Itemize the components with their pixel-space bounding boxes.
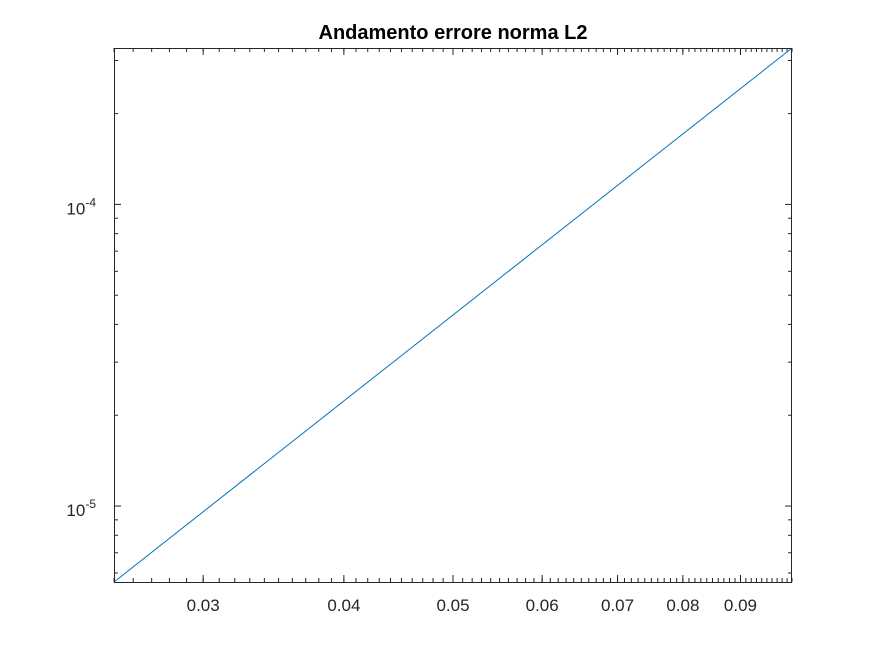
x-tick-label: 0.03 (187, 596, 220, 615)
chart-title: Andamento errore norma L2 (319, 22, 588, 44)
x-tick-label: 0.04 (327, 596, 360, 615)
series-layer (113, 47, 793, 583)
x-tick-label: 0.09 (724, 596, 757, 615)
series-line-0 (113, 47, 793, 583)
axes-box (114, 48, 792, 583)
x-tick-label: 0.06 (526, 596, 559, 615)
y-tick-label: 10-5 (66, 497, 96, 520)
y-tick-label: 10-4 (66, 195, 96, 218)
x-tick-label: 0.05 (436, 596, 469, 615)
x-tick-labels: 0.03 0.04 0.05 0.06 0.07 0.08 0.09 (187, 596, 757, 615)
x-tick-label: 0.07 (601, 596, 634, 615)
x-tick-label: 0.08 (666, 596, 699, 615)
y-tick-labels: 10-5 10-4 (66, 195, 96, 520)
